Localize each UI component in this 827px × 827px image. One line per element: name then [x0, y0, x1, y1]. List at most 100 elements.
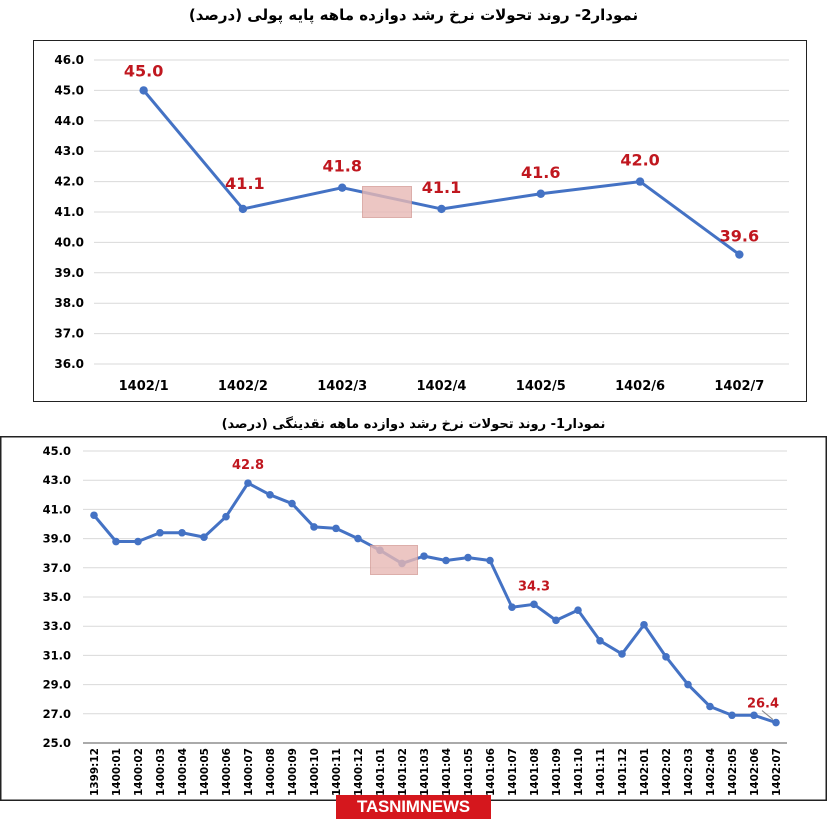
series-line [142, 89, 741, 256]
liquidity-chart: 25.0 27.0 29.0 31.0 33.0 35.0 37.0 39.0 41.0 43.0… [0, 436, 827, 801]
y-tick-label: 41.0 [54, 205, 84, 219]
x-tick-label: 1400:09 [287, 748, 299, 796]
x-tick-label: 1401:08 [529, 748, 541, 796]
watermark-stamp [370, 545, 418, 575]
x-tick-label: 1402:05 [727, 748, 739, 796]
data-point [178, 528, 186, 537]
y-tick-label: 37.0 [54, 327, 84, 341]
x-tick-label: 1402:06 [749, 748, 761, 796]
x-tick-label: 1402/5 [516, 379, 566, 394]
liquidity-plot: 25.0 27.0 29.0 31.0 33.0 35.0 37.0 39.0 41.0 43.0… [0, 436, 827, 801]
y-tick-label: 40.0 [54, 235, 84, 249]
x-tick-label: 1401:11 [595, 748, 607, 796]
x-tick-label: 1402:02 [661, 748, 673, 796]
x-tick-label: 1402/2 [218, 379, 268, 394]
data-point [112, 537, 120, 546]
data-point [728, 711, 736, 720]
x-tick-label: 1401:07 [507, 748, 519, 796]
data-point [750, 711, 758, 720]
data-point [332, 524, 340, 533]
y-tick-label: 29.0 [43, 678, 71, 692]
y-tick-label: 33.0 [43, 619, 71, 633]
y-tick-label: 38.0 [54, 296, 84, 310]
x-tick-label: 1402:04 [705, 748, 717, 796]
data-point [437, 204, 446, 214]
data-point [596, 637, 604, 645]
x-tick-label: 1402:07 [771, 748, 783, 796]
data-point [90, 511, 98, 520]
y-tick-label: 35.0 [43, 590, 71, 604]
data-point [266, 491, 274, 499]
data-point [640, 620, 648, 629]
y-tick-label: 36.0 [54, 357, 84, 371]
y-tick-label: 25.0 [43, 736, 71, 750]
x-tick-label: 1402/6 [615, 379, 665, 394]
data-point [156, 528, 164, 537]
data-point [200, 533, 208, 541]
data-point [508, 603, 516, 612]
x-tick-label: 1400:11 [331, 748, 343, 796]
x-tick-label: 1400:02 [133, 748, 145, 796]
data-point [684, 680, 692, 689]
data-point [706, 702, 714, 711]
data-point [134, 537, 142, 546]
x-tick-label: 1402/1 [119, 379, 169, 394]
data-point [574, 606, 582, 614]
tasnim-logo: TASNIMNEWS [336, 795, 491, 819]
y-tick-label: 43.0 [43, 473, 71, 487]
x-tick-label: 1401:12 [617, 748, 629, 796]
data-label: 45.0 [124, 61, 163, 80]
y-tick-label: 46.0 [54, 53, 84, 67]
data-point [139, 86, 148, 95]
data-point [338, 183, 347, 192]
x-tick-label: 1401:06 [485, 748, 497, 796]
data-point [244, 479, 252, 487]
x-tick-label: 1401:01 [375, 748, 387, 796]
data-point [662, 653, 670, 661]
monetary-base-plot: 36.0 37.0 38.0 39.0 40.0 41.0 42.0 43.0 44.0 45.0… [54, 53, 789, 394]
series-line [92, 481, 777, 724]
y-tick-label: 31.0 [43, 648, 71, 662]
data-point [222, 512, 230, 521]
x-tick-label: 1400:10 [309, 748, 321, 796]
data-point [530, 600, 538, 609]
data-point [238, 204, 248, 214]
x-tick-label: 1402/4 [417, 379, 467, 394]
data-point [772, 718, 780, 727]
x-tick-label: 1400:12 [353, 748, 365, 796]
x-tick-label: 1401:09 [551, 748, 563, 796]
data-label: 41.8 [322, 157, 361, 176]
data-label: 41.6 [521, 163, 560, 182]
data-label: 26.4 [747, 697, 779, 712]
chart-border [0, 436, 827, 801]
data-point [288, 499, 296, 508]
x-tick-label: 1400:07 [243, 748, 255, 796]
x-tick-label: 1400:06 [221, 748, 233, 796]
data-point [635, 177, 645, 186]
data-label: 42.0 [620, 151, 659, 170]
data-label: 39.6 [720, 227, 759, 246]
x-tick-label: 1400:04 [177, 748, 189, 796]
data-point [354, 534, 362, 543]
data-label: 41.1 [422, 178, 461, 197]
x-tick-label: 1399:12 [89, 748, 101, 796]
chart2-title: نمودار1- روند تحولات نرخ رشد دوازده ماهه… [221, 417, 606, 432]
data-point [552, 616, 560, 625]
x-tick-label: 1402/3 [317, 379, 367, 394]
x-tick-label: 1401:03 [419, 748, 431, 796]
x-tick-label: 1400:08 [265, 748, 277, 796]
data-point [536, 189, 545, 198]
y-tick-label: 42.0 [54, 175, 84, 189]
data-point [735, 250, 744, 259]
y-tick-label: 43.0 [54, 144, 84, 158]
x-tick-label: 1401:04 [441, 748, 453, 796]
y-tick-label: 27.0 [43, 707, 71, 721]
x-tick-label: 1402/7 [714, 379, 764, 394]
x-tick-label: 1402:03 [683, 748, 695, 796]
x-tick-label: 1400:05 [199, 748, 211, 796]
monetary-base-chart: 36.0 37.0 38.0 39.0 40.0 41.0 42.0 43.0 44.0 45.0… [33, 40, 807, 402]
data-point [310, 523, 318, 531]
data-point [442, 556, 450, 565]
y-tick-label: 39.0 [54, 266, 84, 280]
x-tick-label: 1400:01 [111, 748, 123, 796]
